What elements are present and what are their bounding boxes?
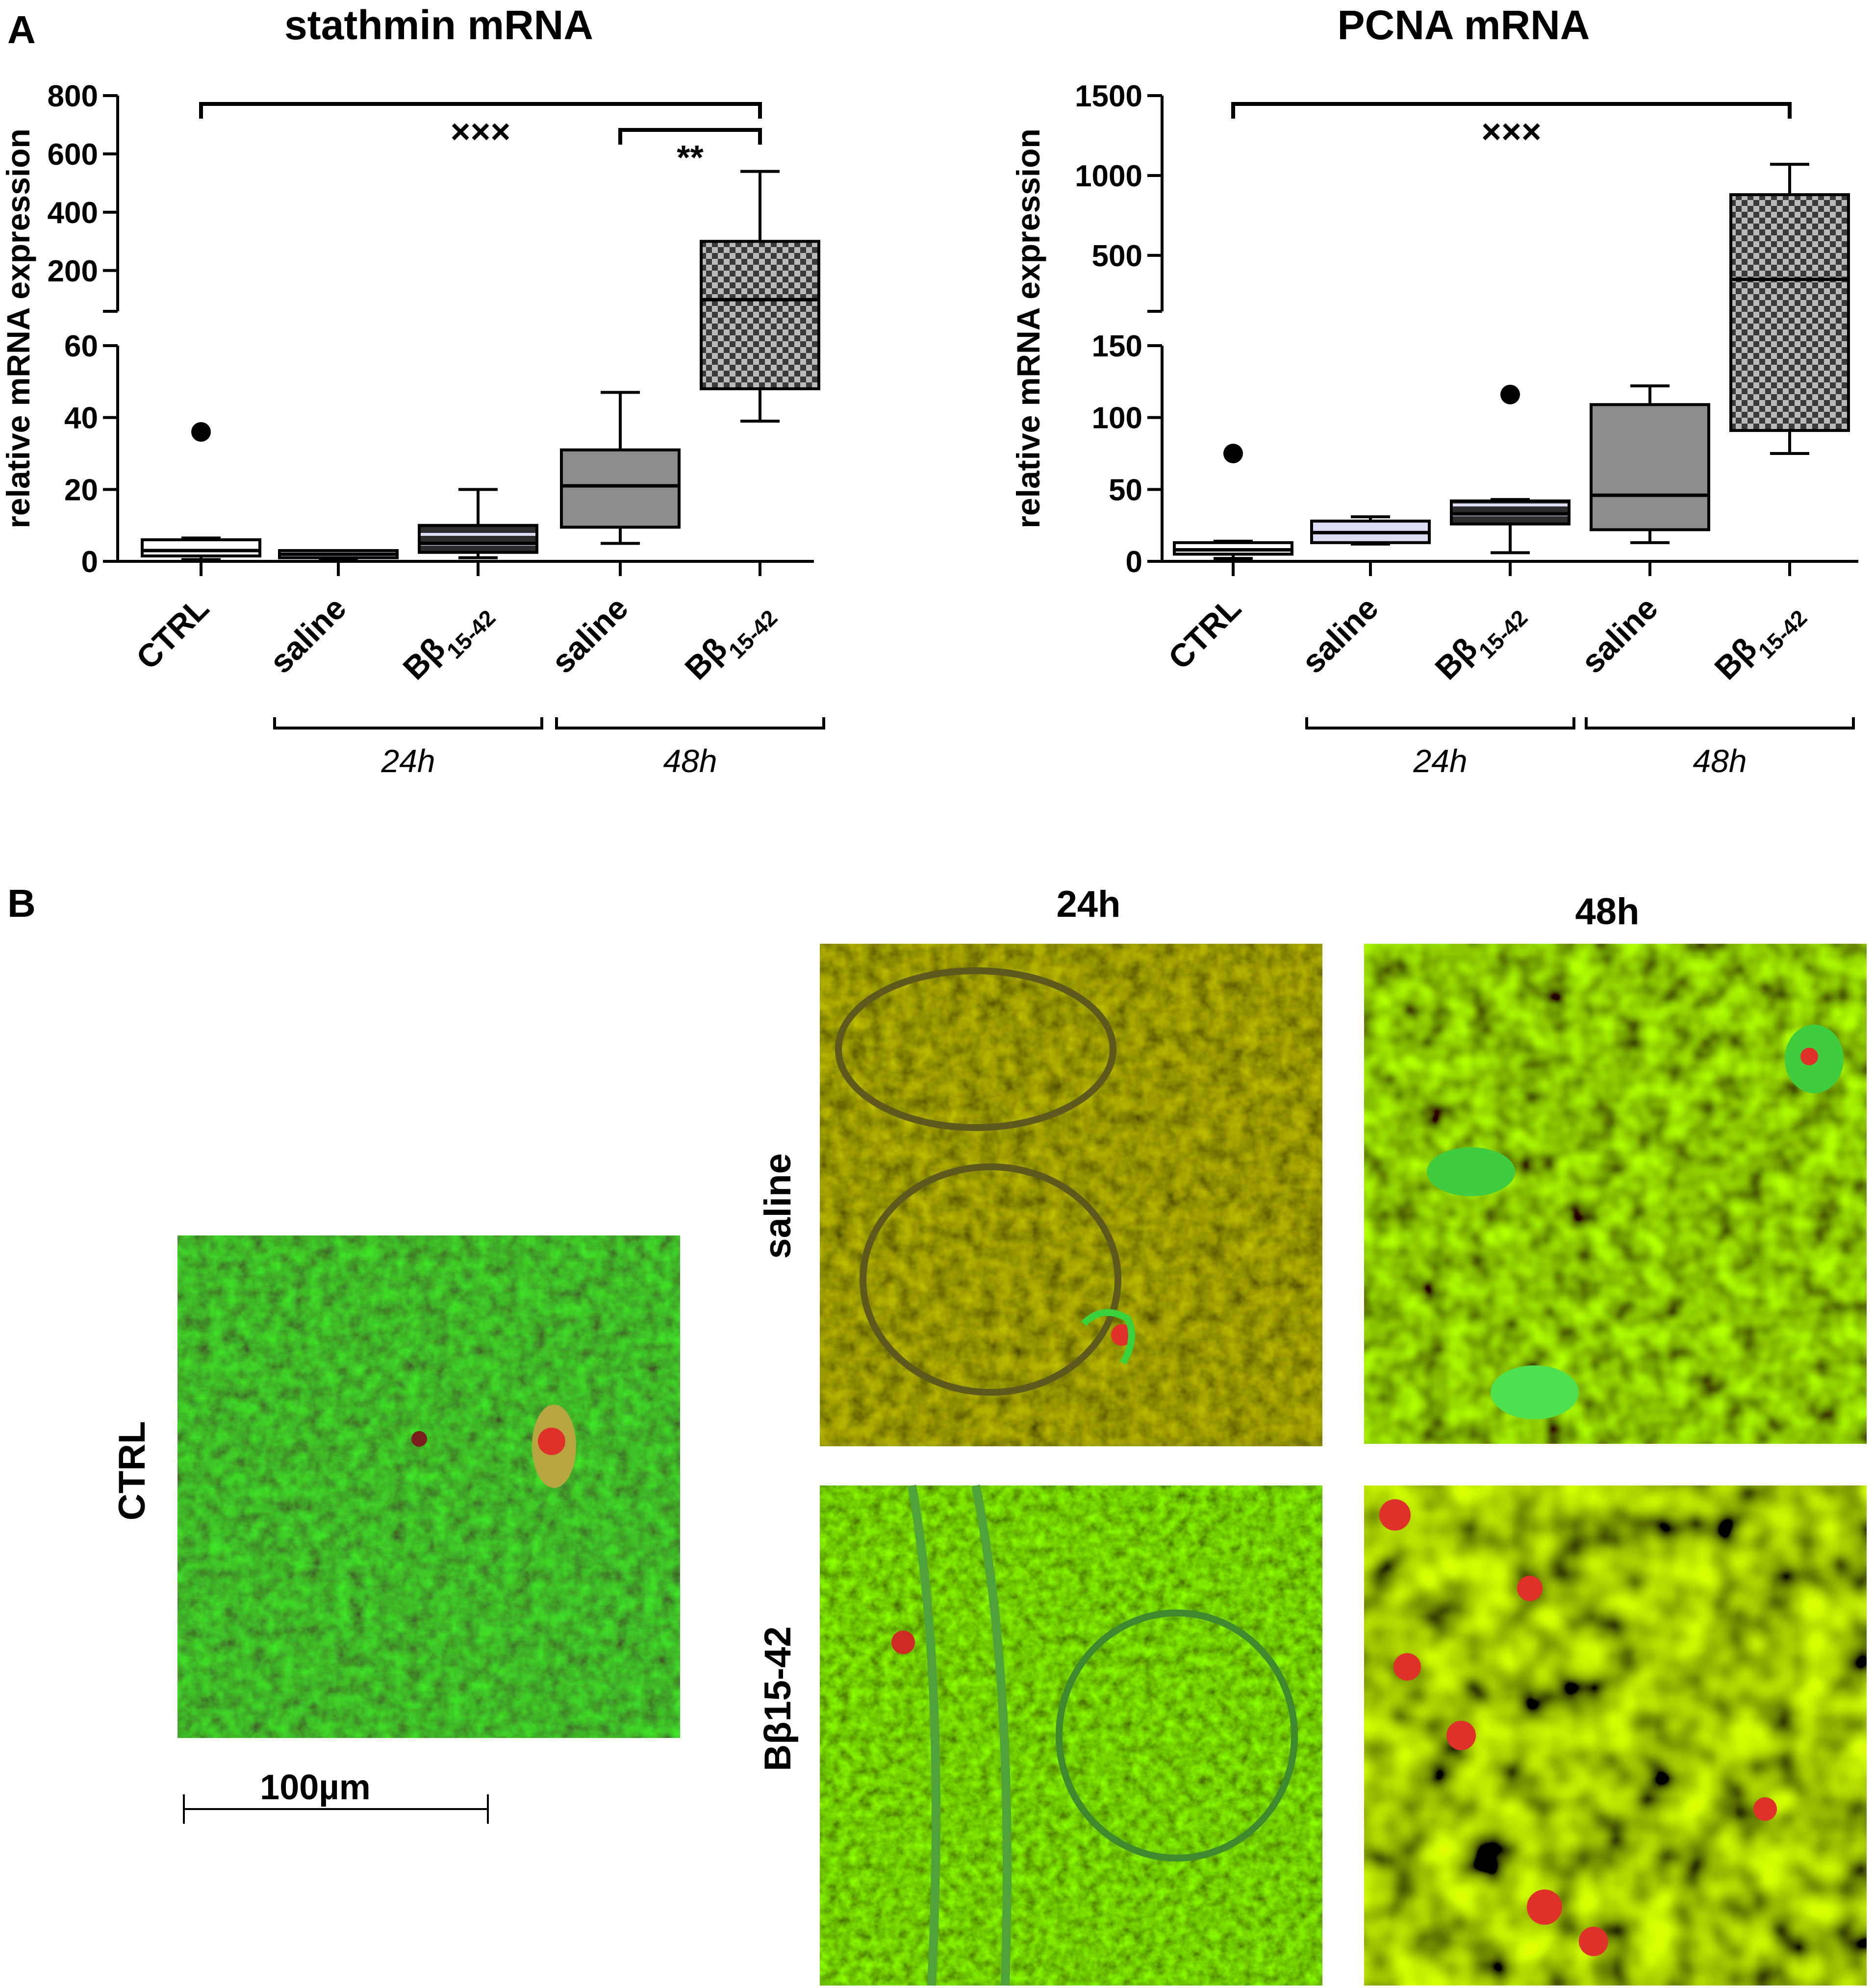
scale-bar-label: 100µm <box>260 1768 371 1807</box>
row-label-b15-42: Bβ15-42 <box>757 1626 799 1771</box>
row-label-ctrl: CTRL <box>111 1421 153 1521</box>
significance-bar <box>618 128 762 145</box>
group-bracket <box>555 717 825 730</box>
group-label: 24h <box>380 743 435 779</box>
y-tick-label: 0 <box>81 545 98 579</box>
category-label: Bβ15-42 <box>678 590 782 694</box>
box-iqr <box>1590 403 1710 531</box>
category-label: CTRL <box>129 590 216 677</box>
box-iqr <box>141 538 261 557</box>
category-label: saline <box>1574 590 1665 680</box>
y-tick-label: 150 <box>1092 329 1142 363</box>
scale-bar: 100µm <box>183 1768 489 1824</box>
y-tick-label: 0 <box>1126 545 1142 579</box>
box-0 <box>1173 444 1293 560</box>
col-header-24h: 24h <box>1057 883 1121 925</box>
box-iqr <box>418 524 538 554</box>
micrograph-b15-42-48h <box>1364 1485 1867 1986</box>
row-label-saline: saline <box>757 1153 799 1258</box>
pcna-chart: PCNA mRNA relative mRNA expression 0 50 100 1… <box>1010 2 1858 779</box>
outlier-point <box>1500 384 1520 404</box>
significance-label: ** <box>677 138 704 176</box>
y-axis-label: relative mRNA expression <box>1010 128 1046 528</box>
box-3 <box>560 391 681 545</box>
category-label: saline <box>1294 590 1385 680</box>
y-axis-label: relative mRNA expression <box>0 128 36 528</box>
box-iqr <box>700 240 820 390</box>
significance-label: ××× <box>451 112 511 151</box>
y-tick-label: 50 <box>1109 473 1142 507</box>
y-tick-label: 1000 <box>1075 159 1142 193</box>
y-tick-label: 20 <box>64 473 98 507</box>
box-4 <box>700 170 820 423</box>
stathmin-chart: stathmin mRNA relative mRNA expression 0 20… <box>0 2 825 779</box>
category-label: Bβ15-42 <box>396 590 500 694</box>
y-tick-label: 40 <box>64 402 98 435</box>
box-iqr <box>560 448 681 529</box>
category-label: Bβ15-42 <box>1707 590 1812 694</box>
box-iqr <box>1729 193 1850 432</box>
panel-a-label: A <box>7 8 36 51</box>
y-tick-label: 200 <box>48 254 98 288</box>
y-tick-label: 1500 <box>1075 79 1142 113</box>
significance-label: ××× <box>1481 112 1542 151</box>
chart-title: PCNA mRNA <box>1338 2 1590 48</box>
box-0 <box>141 422 261 561</box>
category-label: Bβ15-42 <box>1428 590 1532 694</box>
micrograph-saline-48h <box>1364 944 1867 1444</box>
box-3 <box>1590 384 1710 544</box>
group-bracket <box>273 717 543 730</box>
y-tick-label: 500 <box>1092 239 1142 273</box>
box-4 <box>1729 163 1850 455</box>
chart-title: stathmin mRNA <box>284 2 593 48</box>
group-label: 48h <box>1693 743 1747 779</box>
category-label: saline <box>544 590 635 680</box>
group-bracket <box>1585 717 1855 730</box>
box-1 <box>1310 515 1431 546</box>
y-tick-label: 800 <box>48 79 98 113</box>
y-tick-label: 60 <box>64 329 98 363</box>
outlier-point <box>1223 444 1243 463</box>
box-2 <box>418 488 538 559</box>
box-1 <box>278 549 399 561</box>
category-label: saline <box>262 590 353 680</box>
micrograph-saline-24h <box>820 944 1322 1446</box>
y-tick-label: 600 <box>48 138 98 172</box>
group-label: 24h <box>1413 743 1467 779</box>
group-label: 48h <box>663 743 717 779</box>
category-label: CTRL <box>1161 590 1248 677</box>
y-tick-label: 100 <box>1092 402 1142 435</box>
y-tick-label: 400 <box>48 196 98 230</box>
significance-bar <box>199 102 762 119</box>
col-header-48h: 48h <box>1575 891 1640 932</box>
panel-b-label: B <box>7 881 36 925</box>
outlier-point <box>191 422 211 442</box>
significance-bar <box>1231 102 1792 119</box>
micrograph-ctrl <box>177 1235 680 1738</box>
group-bracket <box>1305 717 1575 730</box>
micrograph-b15-42-24h <box>820 1485 1322 1986</box>
box-2 <box>1450 384 1570 554</box>
micrograph-panel: 24h 48h saline Bβ15-42 CTRL <box>111 883 1867 1986</box>
